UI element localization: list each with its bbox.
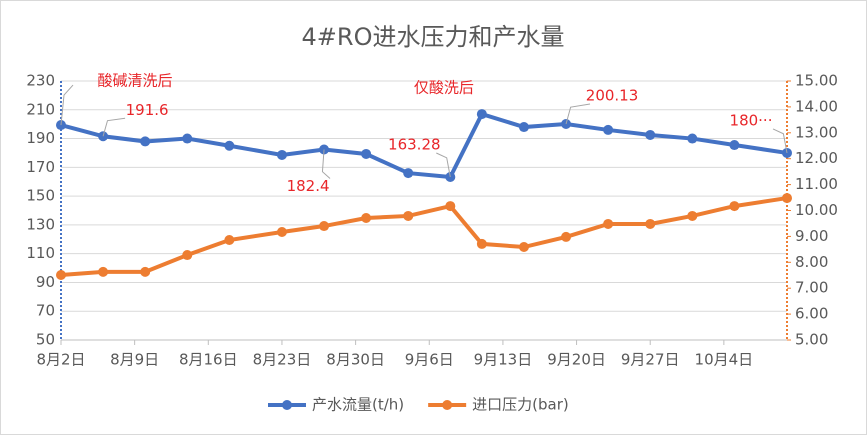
annotation: 酸碱清洗后	[97, 72, 172, 90]
y2-tick-label: 11.00	[795, 175, 838, 193]
data-point	[319, 221, 330, 232]
data-point	[645, 218, 656, 229]
x-tick-label: 10月4日	[695, 351, 754, 369]
y-tick-label: 170	[26, 158, 55, 176]
data-point	[56, 269, 66, 280]
data-label: 180···	[730, 111, 773, 129]
y2-tick-label: 6.00	[795, 305, 828, 323]
y-tick-label: 150	[26, 187, 55, 205]
data-point	[445, 201, 456, 212]
data-point	[140, 266, 151, 277]
data-point	[603, 218, 614, 229]
data-point	[98, 266, 109, 277]
x-tick-label: 9月6日	[405, 351, 454, 369]
y-tick-label: 50	[36, 331, 55, 349]
data-point	[518, 242, 529, 253]
data-point	[603, 124, 614, 135]
data-label: 163.28	[388, 136, 441, 154]
data-point	[361, 148, 372, 159]
y2-tick-label: 5.00	[795, 331, 828, 349]
x-tick-label: 8月23日	[253, 351, 312, 369]
legend-marker	[282, 400, 292, 410]
leader-line	[60, 84, 74, 126]
y-tick-label: 110	[26, 244, 55, 262]
y-tick-label: 210	[26, 100, 55, 118]
y2-tick-label: 12.00	[795, 149, 838, 167]
series-line	[60, 111, 788, 180]
x-tick-label: 9月13日	[474, 351, 533, 369]
data-point	[403, 210, 414, 221]
data-point	[276, 149, 287, 160]
data-point	[687, 210, 698, 221]
legend-marker	[442, 400, 453, 410]
x-tick-label: 9月20日	[547, 351, 606, 369]
data-point	[729, 201, 740, 212]
leader-line	[321, 149, 331, 179]
series-line	[60, 196, 788, 277]
data-point	[729, 140, 740, 151]
data-point	[687, 133, 698, 144]
leader-line	[102, 117, 126, 137]
y-tick-label: 190	[26, 129, 55, 147]
data-point	[224, 140, 235, 151]
y-tick-label: 70	[36, 302, 55, 320]
data-point	[361, 213, 372, 224]
y2-tick-label: 15.00	[795, 72, 838, 90]
y2-tick-label: 14.00	[795, 97, 838, 115]
data-label: 191.6	[126, 101, 169, 119]
annotation: 仅酸洗后	[414, 79, 474, 97]
y2-tick-label: 9.00	[795, 227, 828, 245]
x-tick-label: 8月16日	[179, 351, 238, 369]
y2-tick-label: 10.00	[795, 201, 838, 219]
legend-label: 进口压力(bar)	[472, 396, 569, 414]
leader-line	[436, 152, 451, 178]
data-point	[182, 250, 193, 261]
data-point	[476, 109, 487, 120]
y-tick-label: 90	[36, 273, 55, 291]
data-point	[182, 133, 193, 144]
data-point	[561, 231, 572, 242]
data-point	[782, 193, 792, 204]
x-tick-label: 8月30日	[326, 351, 385, 369]
leader-line	[565, 103, 591, 125]
data-point	[140, 136, 151, 147]
chart-title: 4#RO进水压力和产水量	[302, 23, 565, 51]
legend-label: 产水流量(t/h)	[312, 396, 404, 414]
data-point	[403, 168, 414, 179]
x-tick-label: 8月9日	[110, 351, 159, 369]
data-point	[645, 129, 656, 140]
data-point	[476, 238, 487, 249]
y2-tick-label: 8.00	[795, 253, 828, 271]
y2-tick-label: 13.00	[795, 123, 838, 141]
y2-tick-label: 7.00	[795, 279, 828, 297]
x-tick-label: 9月27日	[621, 351, 680, 369]
data-point	[518, 122, 529, 133]
x-tick-label: 8月2日	[36, 351, 85, 369]
leader-line	[772, 128, 788, 154]
y-tick-label: 230	[26, 72, 55, 90]
data-label: 182.4	[287, 177, 330, 195]
data-point	[276, 226, 287, 237]
data-label: 200.13	[586, 86, 639, 104]
y-tick-label: 130	[26, 215, 55, 233]
data-point	[224, 235, 235, 246]
